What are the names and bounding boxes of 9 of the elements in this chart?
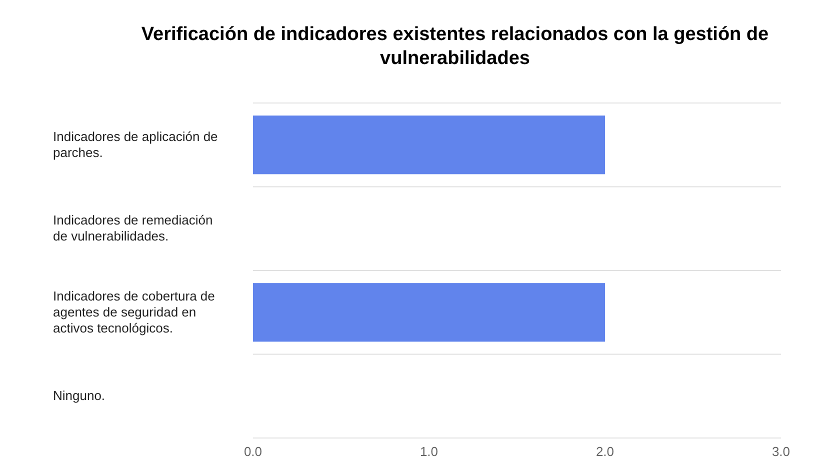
y-tick-label: Indicadores de remediación de vulnerabilidades.: [53, 212, 213, 244]
y-tick-label: Indicadores de aplicación de parches.: [53, 128, 218, 160]
chart-title: Verificación de indicadores existentes relacionados con la gestión de vulnerabilidades: [141, 24, 769, 69]
x-tick-label: 0.0: [244, 444, 262, 459]
y-tick-label: Ninguno.: [53, 388, 106, 404]
x-tick-label: 1.0: [420, 444, 438, 459]
x-tick-label: 2.0: [596, 444, 614, 459]
y-tick-label: Indicadores de cobertura de agentes de seguridad en activos tecnológicos.: [53, 288, 215, 336]
x-tick-label: 3.0: [772, 444, 790, 459]
